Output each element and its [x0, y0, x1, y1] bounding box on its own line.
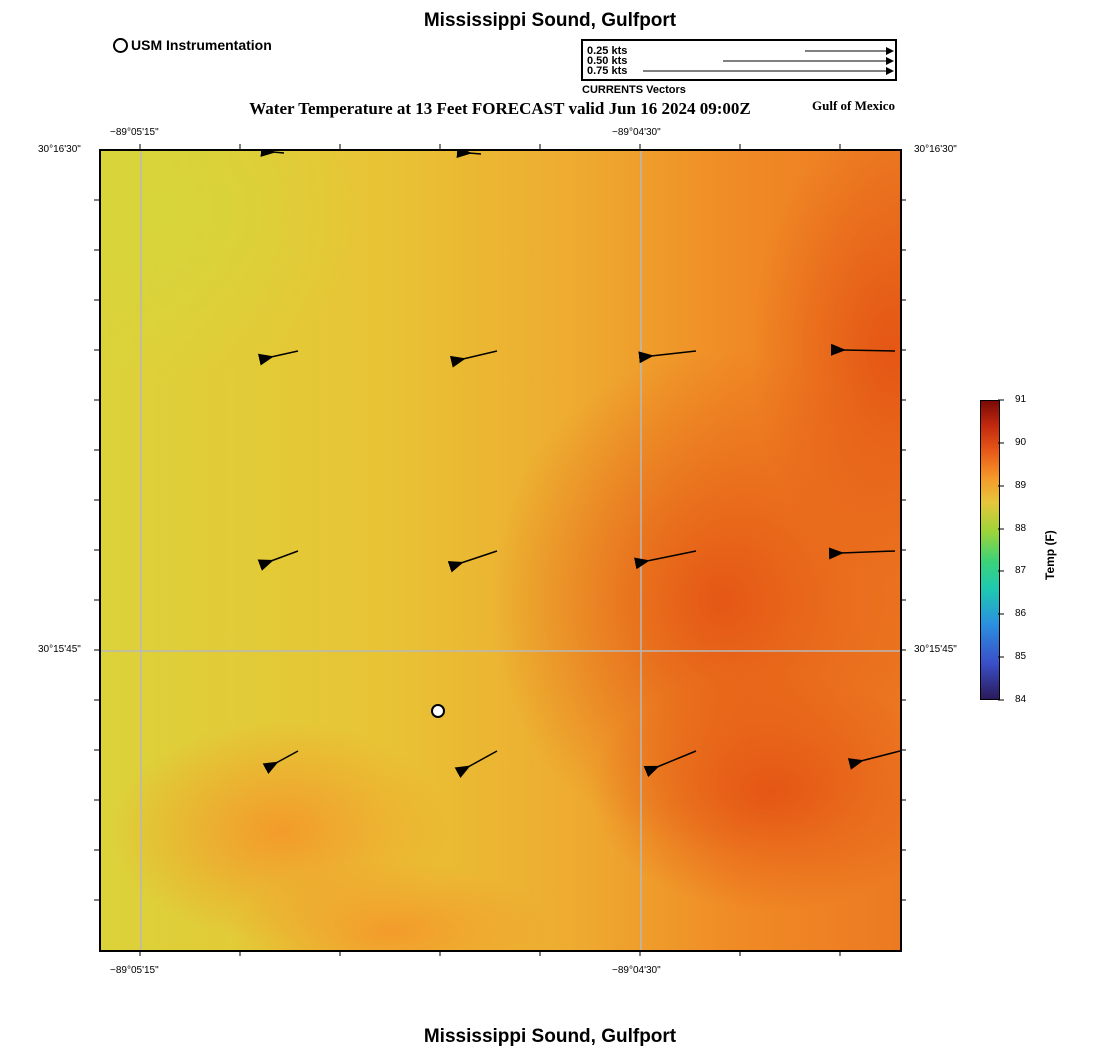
current-vector-icon	[260, 151, 285, 157]
map-title: Mississippi Sound, Gulfport	[423, 10, 677, 31]
colorbar-title: Temp (F)	[1043, 530, 1057, 580]
vector-scale-label: 0.75 kts	[587, 65, 628, 77]
lon-tick-label: −89°05'15"	[110, 965, 159, 976]
lat-tick-label: 30°16'30"	[914, 144, 957, 155]
colorbar-tick-label: 86	[1015, 608, 1027, 619]
current-vector-icon	[830, 343, 896, 356]
current-vector-icon	[847, 750, 900, 770]
colorbar-tick-label: 85	[1015, 651, 1027, 662]
current-vector-icon	[262, 750, 299, 775]
station-legend: USM Instrumentation	[113, 37, 272, 53]
temperature-field	[101, 151, 900, 950]
vector-scale-legend: 0.25 kts 0.50 kts 0.75 kts	[581, 39, 897, 81]
current-vector-icon	[643, 750, 697, 778]
current-vectors	[257, 151, 900, 779]
current-vector-icon	[449, 350, 498, 368]
vector-scale-arrows	[643, 47, 894, 75]
lon-tick-label: −89°04'30"	[612, 965, 661, 976]
lat-tick-label: 30°15'45"	[38, 644, 81, 655]
current-vector-icon	[828, 547, 896, 560]
current-vector-icon	[257, 350, 299, 366]
colorbar-tick-label: 90	[1015, 437, 1027, 448]
lon-tick-label: −89°04'30"	[612, 127, 661, 138]
lat-tick-label: 30°16'30"	[38, 144, 81, 155]
temperature-colorbar	[980, 400, 1000, 700]
lon-tick-label: −89°05'15"	[110, 127, 159, 138]
current-vector-icon	[454, 750, 498, 779]
colorbar-tick-label: 89	[1015, 480, 1027, 491]
vector-scale-label: 0.25 kts	[587, 45, 628, 57]
colorbar-tick-label: 88	[1015, 523, 1027, 534]
current-vector-icon	[456, 151, 482, 158]
lat-tick-label: 30°15'45"	[914, 644, 957, 655]
temperature-map[interactable]	[99, 149, 902, 952]
colorbar-ticks	[998, 399, 1004, 701]
current-vector-icon	[447, 550, 498, 573]
current-vector-icon	[638, 350, 697, 364]
colorbar-tick-label: 91	[1015, 394, 1027, 405]
colorbar-tick-label: 84	[1015, 694, 1027, 705]
usm-instrumentation-marker	[431, 704, 445, 718]
current-vector-icon	[634, 550, 697, 570]
station-marker-icon	[113, 37, 128, 53]
map-subtitle: Water Temperature at 13 Feet FORECAST va…	[249, 99, 751, 118]
vector-caption: CURRENTS Vectors	[582, 84, 686, 96]
region-label: Gulf of Mexico	[812, 98, 896, 113]
station-legend-label: USM Instrumentation	[131, 37, 272, 53]
vector-scale-label: 0.50 kts	[587, 55, 628, 67]
footer-title: Mississippi Sound, Gulfport	[423, 1026, 677, 1047]
current-vector-icon	[257, 550, 299, 571]
colorbar-tick-label: 87	[1015, 565, 1027, 576]
